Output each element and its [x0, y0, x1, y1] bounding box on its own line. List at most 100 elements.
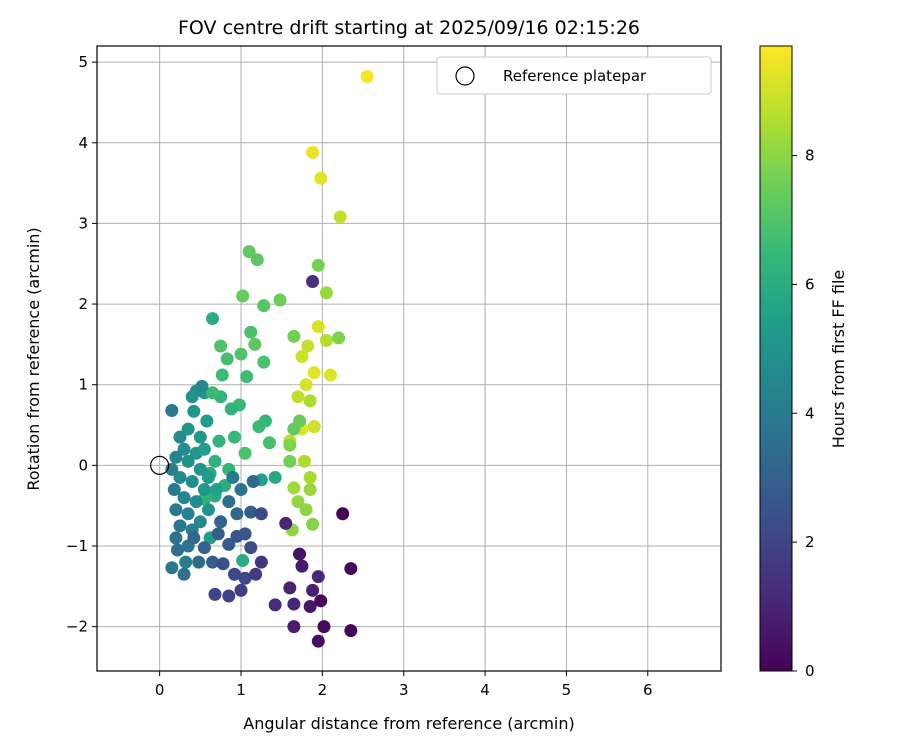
data-point: [301, 339, 315, 353]
data-point: [177, 442, 191, 456]
data-point: [287, 329, 301, 343]
data-point: [173, 470, 187, 484]
y-tick-label: −1: [66, 537, 88, 555]
data-point: [201, 470, 215, 484]
data-point: [332, 331, 346, 345]
data-point: [193, 462, 207, 476]
data-point: [212, 434, 226, 448]
data-point: [167, 483, 181, 497]
colorbar-tick-label: 6: [805, 275, 815, 293]
data-point: [201, 503, 215, 517]
data-point: [319, 333, 333, 347]
y-axis-label: Rotation from reference (arcmin): [24, 227, 43, 490]
x-tick-label: 6: [643, 681, 653, 699]
data-point: [244, 541, 258, 555]
data-point: [238, 527, 252, 541]
data-point: [197, 541, 211, 555]
data-point: [344, 562, 358, 576]
data-point: [230, 507, 244, 521]
data-point: [171, 543, 185, 557]
data-point: [306, 274, 320, 288]
data-point: [206, 312, 220, 326]
data-point: [336, 507, 350, 521]
data-point: [262, 436, 276, 450]
y-tick-label: 1: [78, 376, 88, 394]
chart-title: FOV centre drift starting at 2025/09/16 …: [178, 17, 640, 39]
x-axis-label: Angular distance from reference (arcmin): [243, 714, 574, 733]
data-point: [248, 337, 262, 351]
data-point: [291, 495, 305, 509]
data-point: [257, 355, 271, 369]
data-point: [283, 438, 297, 452]
data-point: [287, 422, 301, 436]
data-point: [222, 495, 236, 509]
data-point: [216, 557, 230, 571]
data-point: [303, 599, 317, 613]
data-point: [317, 620, 331, 634]
x-tick-label: 1: [236, 681, 246, 699]
data-point: [200, 414, 214, 428]
data-point: [299, 378, 313, 392]
data-point: [311, 258, 325, 272]
data-point: [165, 561, 179, 575]
data-point: [187, 404, 201, 418]
data-point: [311, 570, 325, 584]
data-point: [244, 325, 258, 339]
data-point: [287, 597, 301, 611]
data-point: [306, 583, 320, 597]
plot-frame: [96, 45, 722, 672]
legend-label-reference: Reference platepar: [503, 67, 647, 85]
data-point: [254, 555, 268, 569]
data-point: [291, 390, 305, 404]
data-point: [254, 507, 268, 521]
data-point: [283, 454, 297, 468]
data-point: [193, 430, 207, 444]
data-point: [181, 422, 195, 436]
data-point: [227, 567, 241, 581]
x-tick-label: 0: [155, 681, 165, 699]
data-point: [181, 507, 195, 521]
data-point: [226, 470, 240, 484]
data-point: [249, 567, 263, 581]
data-point: [187, 531, 201, 545]
data-point: [306, 145, 320, 159]
data-point: [222, 537, 236, 551]
data-point: [189, 495, 203, 509]
data-point: [295, 559, 309, 573]
colorbar-tick-label: 0: [805, 662, 815, 680]
data-point: [268, 598, 282, 612]
data-point: [169, 450, 183, 464]
data-point: [307, 420, 321, 434]
data-point: [208, 454, 222, 468]
x-axis-ticks: 0 1 2 3 4 5 6: [155, 671, 653, 699]
data-point: [303, 394, 317, 408]
data-point: [303, 470, 317, 484]
data-point: [307, 366, 321, 380]
data-point: [314, 171, 328, 185]
data-point: [197, 483, 211, 497]
data-point: [195, 379, 209, 393]
data-point: [273, 293, 287, 307]
reference-platepar-marker: [150, 455, 170, 475]
data-point: [185, 390, 199, 404]
data-point: [314, 594, 328, 608]
data-point: [197, 442, 211, 456]
data-point: [234, 583, 248, 597]
data-point: [306, 517, 320, 531]
colorbar: [759, 45, 793, 672]
data-point: [220, 352, 234, 366]
data-point: [238, 571, 252, 585]
data-point: [236, 289, 250, 303]
data-points: [150, 70, 374, 648]
data-point: [179, 555, 193, 569]
data-point: [169, 531, 183, 545]
colorbar-tick-label: 4: [805, 404, 815, 422]
y-tick-label: −2: [66, 618, 88, 636]
data-point: [303, 483, 317, 497]
data-point: [297, 454, 311, 468]
data-point: [360, 70, 374, 84]
data-point: [344, 624, 358, 638]
data-point: [258, 414, 272, 428]
data-point: [177, 491, 191, 505]
